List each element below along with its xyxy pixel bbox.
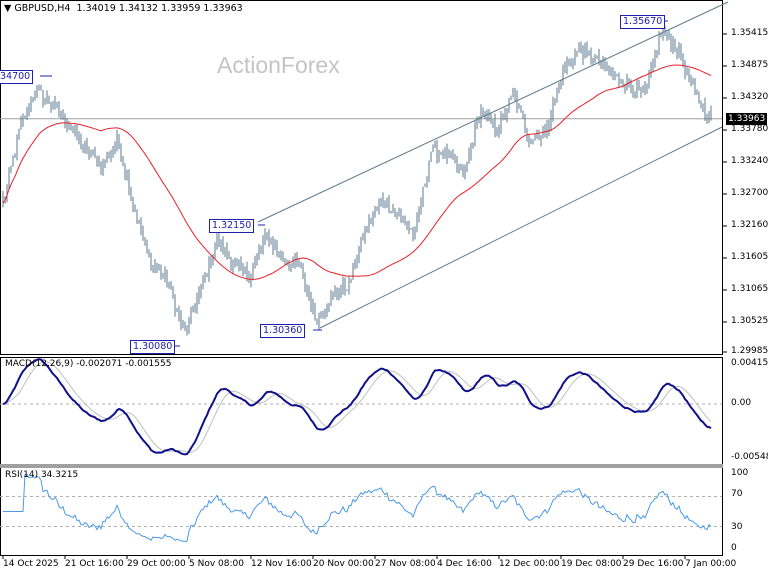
price-tick: 1.33240 xyxy=(731,156,768,166)
rsi-line xyxy=(3,473,712,542)
date-tick: 20 Nov 00:00 xyxy=(313,559,374,569)
macd-tick: 0.004159 xyxy=(731,358,768,368)
price-tick: 1.34875 xyxy=(731,60,768,70)
macd-title: MACD(12,26,9) -0.002071 -0.001555 xyxy=(5,359,172,369)
price-label-high: 34700 xyxy=(0,70,34,84)
macd-tick: 0.00 xyxy=(731,398,752,408)
channel-upper-line xyxy=(257,1,729,223)
channel-lower-line xyxy=(319,126,723,329)
date-tick: 5 Nov 08:00 xyxy=(189,559,244,569)
date-tick: 12 Nov 16:00 xyxy=(251,559,312,569)
price-panel-frame xyxy=(0,0,723,355)
date-tick: 7 Jan 00:00 xyxy=(685,559,737,569)
panel-separator xyxy=(0,464,723,468)
macd-line xyxy=(2,358,712,456)
date-tick: 14 Oct 2025 xyxy=(3,559,59,569)
price-tick: 1.30525 xyxy=(731,316,768,326)
symbol-label: GBPUSD,H4 xyxy=(14,3,71,14)
price-label-low: 1.30080 xyxy=(130,340,176,354)
chart-header: ▼ GBPUSD,H4 1.34019 1.34132 1.33959 1.33… xyxy=(4,3,243,14)
macd-signal-line xyxy=(2,361,712,453)
date-tick: 12 Dec 00:00 xyxy=(499,559,560,569)
ohlc-readout: 1.34019 1.34132 1.33959 1.33963 xyxy=(76,3,243,14)
macd-panel-frame xyxy=(0,357,723,465)
rsi-tick: 30 xyxy=(731,522,743,532)
moving-average-line xyxy=(2,64,712,280)
current-price-label: 1.33963 xyxy=(726,113,768,125)
date-tick: 19 Dec 08:00 xyxy=(561,559,622,569)
price-label-swing-low: 1.30360 xyxy=(260,324,306,338)
watermark: ActionForex xyxy=(217,52,340,78)
price-label-top: 1.35670 xyxy=(620,15,666,29)
date-tick: 21 Oct 16:00 xyxy=(65,559,124,569)
triangle-down-icon[interactable]: ▼ xyxy=(4,3,12,14)
price-tick: 1.29985 xyxy=(731,346,768,356)
rsi-panel-frame xyxy=(0,467,723,556)
date-tick: 4 Dec 16:00 xyxy=(437,559,492,569)
rsi-tick: 70 xyxy=(731,489,743,499)
price-tick: 1.32160 xyxy=(731,220,768,230)
rsi-title: RSI(14) 34.3215 xyxy=(5,470,79,480)
price-tick: 1.31605 xyxy=(731,252,768,262)
date-tick: 27 Nov 08:00 xyxy=(375,559,436,569)
price-tick: 1.33780 xyxy=(731,124,768,134)
rsi-tick: 0 xyxy=(731,543,737,553)
rsi-tick: 100 xyxy=(731,468,749,478)
date-tick: 29 Dec 16:00 xyxy=(623,559,684,569)
price-tick: 1.35415 xyxy=(731,28,768,38)
price-label-swing-high: 1.32150 xyxy=(209,219,255,233)
price-tick: 1.32700 xyxy=(731,188,768,198)
price-tick: 1.34320 xyxy=(731,92,768,102)
price-tick: 1.31065 xyxy=(731,284,768,294)
macd-tick: -0.005485 xyxy=(731,452,768,462)
date-tick: 29 Oct 00:00 xyxy=(127,559,186,569)
